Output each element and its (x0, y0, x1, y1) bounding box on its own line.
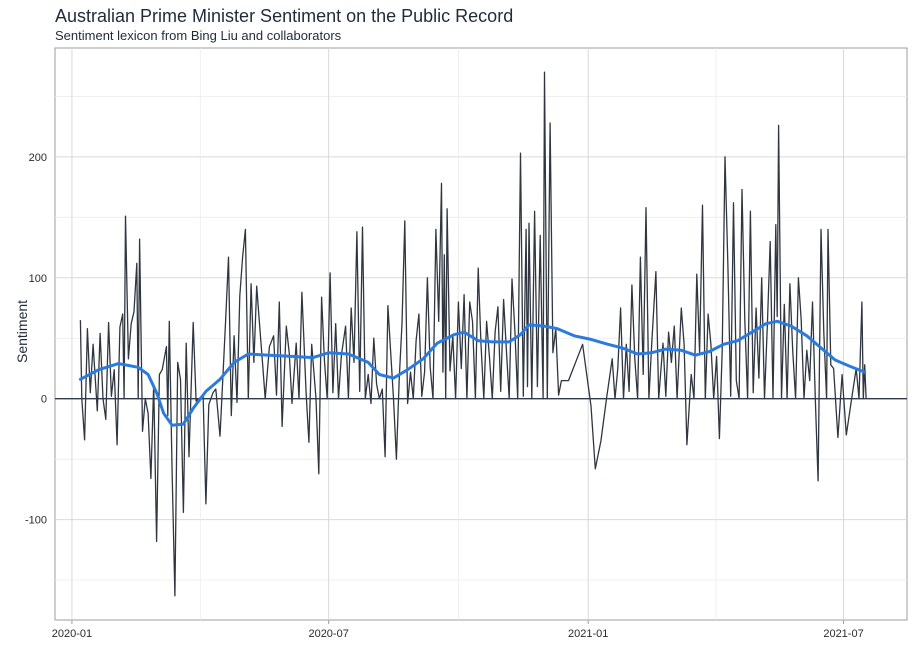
smoothed-trend-line (78, 319, 867, 427)
series-layer (55, 71, 907, 597)
chart-title: Australian Prime Minister Sentiment on t… (55, 6, 514, 26)
chart-subtitle: Sentiment lexicon from Bing Liu and coll… (55, 28, 342, 43)
axis-ticks: -100 0 100 200 2020-01 2020-07 2021-01 2021-07 (25, 152, 864, 640)
y-tick-label: 100 (29, 273, 47, 285)
y-tick-label: 0 (41, 394, 47, 406)
x-tick-label: 2021-01 (568, 628, 608, 640)
x-tick-label: 2021-07 (823, 628, 863, 640)
x-tick-label: 2020-01 (52, 628, 92, 640)
y-tick-label: -100 (25, 515, 47, 527)
y-tick-label: 200 (29, 152, 47, 164)
x-tick-label: 2020-07 (308, 628, 348, 640)
